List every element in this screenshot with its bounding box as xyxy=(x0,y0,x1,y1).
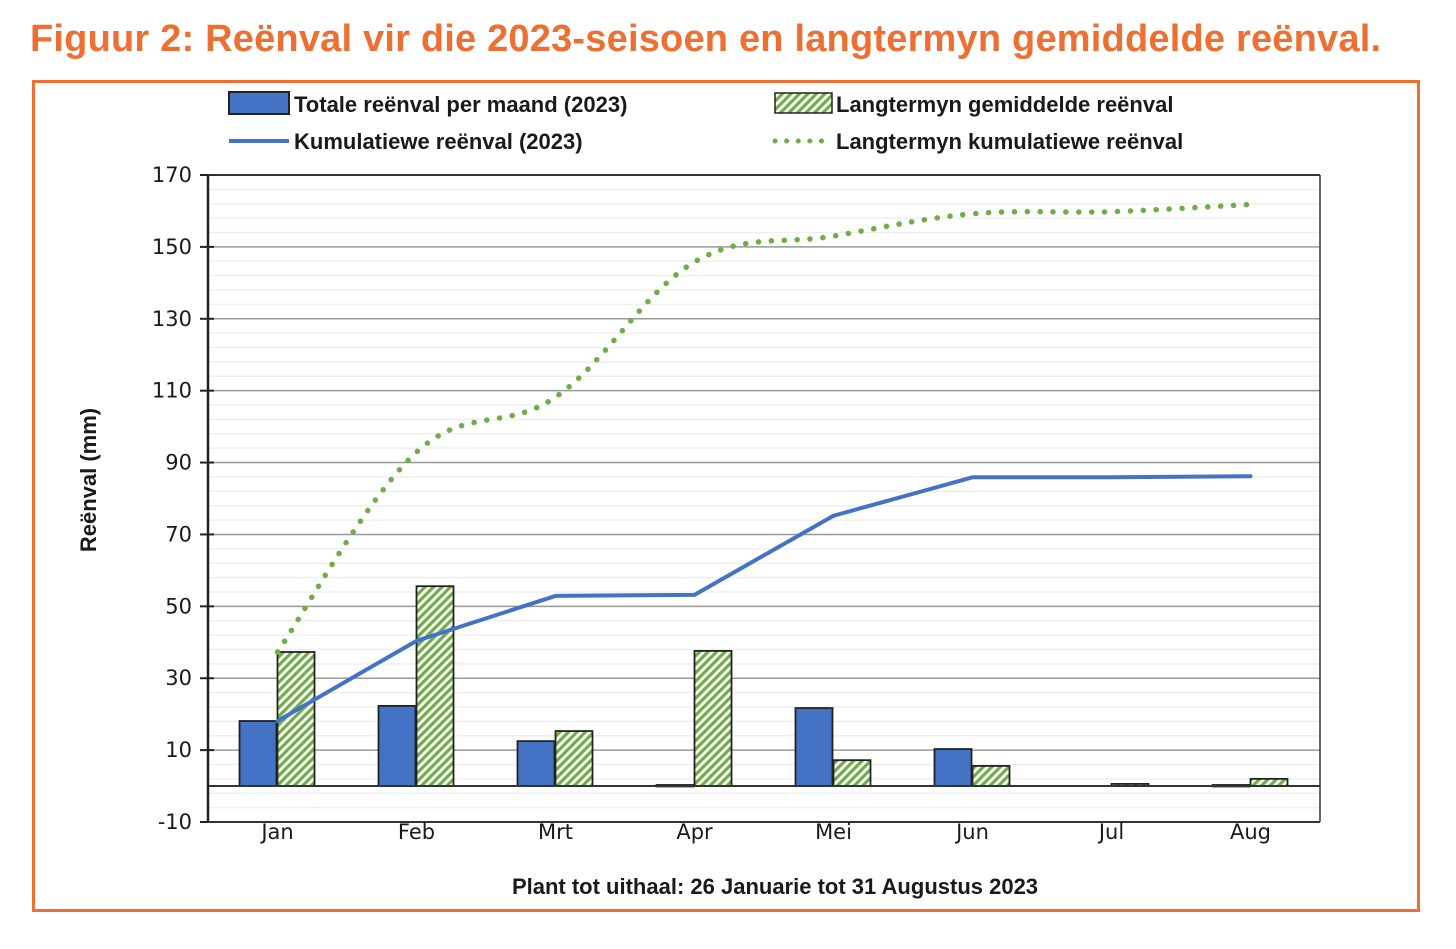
y-tick-label: 30 xyxy=(165,666,192,690)
y-tick-label: 70 xyxy=(165,522,192,546)
legend-swatch-monthly-2023 xyxy=(228,91,290,115)
bar-monthly-2023-feb xyxy=(377,704,417,787)
y-tick-label: 150 xyxy=(152,235,192,259)
y-tick-label: 170 xyxy=(152,163,192,187)
bars xyxy=(238,585,1289,788)
x-tick-label: Apr xyxy=(676,820,713,844)
x-axis-title: Plant tot uithaal: 26 Januarie tot 31 Au… xyxy=(512,874,1038,899)
legend: Totale reënval per maand (2023) Langterm… xyxy=(228,91,1183,154)
x-tick-label: Mei xyxy=(815,820,852,844)
x-tick-label: Jan xyxy=(259,820,293,844)
legend-label: Totale reënval per maand (2023) xyxy=(294,92,627,117)
line-longterm-cumulative xyxy=(274,201,1254,655)
legend-swatch-longterm-avg xyxy=(774,92,833,114)
bar-longterm-avg-mrt xyxy=(554,730,594,787)
bar-monthly-2023-mrt xyxy=(516,740,556,787)
figure-title: Figuur 2: Reënval vir die 2023-seisoen e… xyxy=(30,18,1382,60)
legend-label: Langtermyn kumulatiewe reënval xyxy=(836,129,1183,154)
x-tick-label: Mrt xyxy=(538,820,573,844)
bar-monthly-2023-jun xyxy=(933,748,973,787)
legend-label: Langtermyn gemiddelde reënval xyxy=(836,92,1173,117)
y-tick-label: 110 xyxy=(152,379,192,403)
y-tick-label: 130 xyxy=(152,307,192,331)
y-tick-label: 10 xyxy=(165,738,192,762)
y-tick-label: 50 xyxy=(165,594,192,618)
line-cumulative-2023 xyxy=(275,474,1253,723)
x-tick-label: Jul xyxy=(1097,820,1124,844)
bar-longterm-avg-mei xyxy=(832,759,872,787)
chart-frame xyxy=(32,80,1420,912)
y-tick-label: -10 xyxy=(158,810,192,834)
lines xyxy=(274,201,1254,723)
axes xyxy=(200,174,1321,823)
tick-labels: -10 10 30 50 70 90 110 130 150 170 Jan Feb Mrt Apr Mei… xyxy=(152,163,1271,844)
legend-item-longterm-avg: Langtermyn gemiddelde reënval xyxy=(774,92,1173,117)
bar-longterm-avg-jun xyxy=(971,765,1011,787)
x-tick-label: Jun xyxy=(954,820,989,844)
legend-item-longterm-cumulative: Langtermyn kumulatiewe reënval xyxy=(772,129,1183,154)
legend-item-cumulative-2023: Kumulatiewe reënval (2023) xyxy=(229,129,583,154)
bar-longterm-avg-feb xyxy=(415,585,455,787)
bar-longterm-avg-apr xyxy=(693,650,733,787)
bar-monthly-2023-mei xyxy=(794,707,834,787)
legend-item-monthly-2023: Totale reënval per maand (2023) xyxy=(228,91,627,117)
x-tick-label: Aug xyxy=(1230,820,1271,844)
bar-longterm-avg-aug xyxy=(1249,777,1289,787)
bar-monthly-2023-jan xyxy=(238,720,278,787)
y-tick-label: 90 xyxy=(165,451,192,475)
legend-label: Kumulatiewe reënval (2023) xyxy=(294,129,583,154)
y-axis-title: Reënval (mm) xyxy=(76,408,101,552)
x-tick-label: Feb xyxy=(398,820,435,844)
